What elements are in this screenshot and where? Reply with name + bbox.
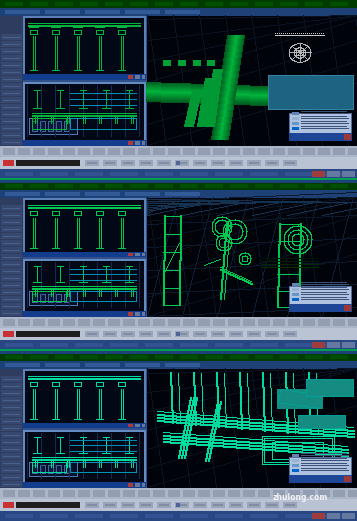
Text: zhulong.com: zhulong.com xyxy=(272,493,328,502)
